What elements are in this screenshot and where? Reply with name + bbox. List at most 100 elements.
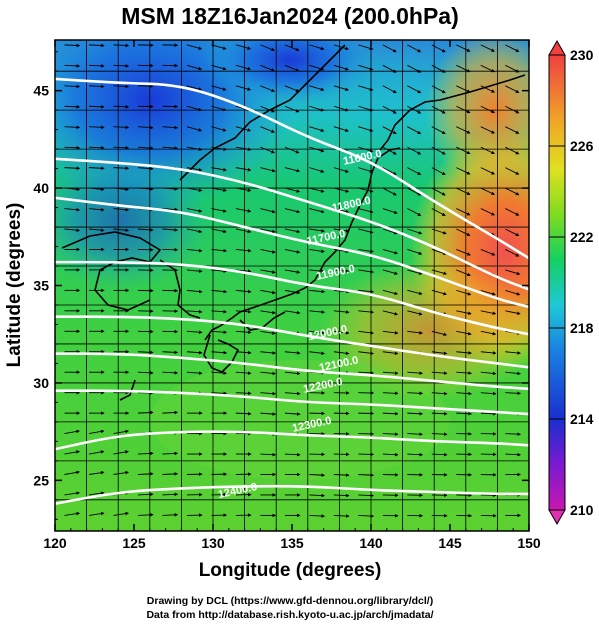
x-axis: 120 125 130 135 140 145 150 <box>43 40 541 551</box>
wind-arrow <box>407 269 423 275</box>
y-tick-label: 35 <box>33 278 49 294</box>
wind-arrow <box>88 491 105 496</box>
wind-arrow <box>235 350 252 355</box>
wind-arrow <box>137 146 154 150</box>
wind-arrow <box>382 105 397 114</box>
wind-arrow <box>382 269 399 275</box>
wind-arrow <box>88 125 105 130</box>
wind-arrow <box>480 351 497 355</box>
wind-arrow <box>505 64 520 73</box>
wind-arrow <box>113 187 130 192</box>
wind-arrow <box>260 208 276 214</box>
wind-arrow <box>505 249 520 257</box>
wind-arrow <box>480 167 496 175</box>
wind-arrow <box>137 492 154 497</box>
wind-arrow <box>186 44 203 50</box>
wind-arrow <box>431 249 447 255</box>
wind-arrow <box>260 391 277 396</box>
wind-arrow <box>358 208 374 214</box>
wind-arrow <box>480 146 496 155</box>
wind-arrow <box>88 450 105 455</box>
wind-vectors <box>64 43 522 518</box>
wind-arrow <box>456 411 473 416</box>
wind-arrow <box>358 310 375 314</box>
wind-arrow <box>235 126 252 132</box>
wind-arrow <box>260 105 275 113</box>
wind-arrow <box>505 391 522 396</box>
wind-arrow <box>162 410 179 415</box>
wind-arrow <box>333 493 350 498</box>
wind-arrow <box>211 208 227 213</box>
wind-arrow <box>431 351 448 356</box>
wind-arrow <box>382 85 397 94</box>
wind-arrow <box>505 371 521 376</box>
wind-arrow <box>456 208 471 216</box>
wind-arrow <box>309 249 325 254</box>
wind-arrow <box>186 289 203 294</box>
wind-arrow <box>186 350 203 355</box>
wind-arrow <box>333 126 349 132</box>
wind-arrow <box>260 249 276 254</box>
wind-arrow <box>431 228 447 235</box>
x-tick-label: 140 <box>359 535 383 551</box>
wind-arrow <box>284 412 301 416</box>
wind-arrow <box>407 44 422 53</box>
wind-arrow <box>284 85 300 92</box>
wind-arrow <box>162 187 179 191</box>
wind-arrow <box>260 412 277 416</box>
wind-arrow <box>358 289 375 294</box>
wind-arrow <box>309 514 326 518</box>
wind-arrow <box>211 309 228 314</box>
wind-arrow <box>407 391 424 396</box>
wind-arrow <box>407 452 424 457</box>
wind-arrow <box>64 429 80 435</box>
wind-arrow <box>480 310 497 315</box>
wind-arrow <box>309 126 325 132</box>
wind-arrow <box>358 269 374 274</box>
wind-arrow <box>309 493 326 498</box>
wind-arrow <box>211 167 227 172</box>
wind-arrow <box>382 187 397 196</box>
wind-arrow <box>358 514 375 518</box>
wind-arrow <box>284 391 301 396</box>
wind-arrow <box>88 43 105 48</box>
colorbar-bottom-cap <box>548 509 566 526</box>
wind-arrow <box>382 146 397 155</box>
wind-arrow <box>137 125 154 130</box>
wind-arrow <box>505 432 522 436</box>
wind-arrow <box>162 125 179 130</box>
wind-arrow <box>211 64 227 71</box>
wind-arrow <box>211 350 228 355</box>
wind-arrow <box>260 146 275 154</box>
wind-arrow <box>64 491 81 496</box>
wind-arrow <box>456 167 471 175</box>
wind-arrow <box>162 350 179 355</box>
wind-arrow <box>382 126 397 135</box>
wind-arrow <box>284 187 301 193</box>
wind-arrow <box>284 208 301 214</box>
wind-arrow <box>505 187 520 196</box>
wind-arrow <box>284 310 301 315</box>
wind-arrow <box>88 84 105 89</box>
wind-arrow <box>382 452 399 457</box>
wind-arrow <box>235 85 252 91</box>
wind-arrow <box>382 44 397 53</box>
wind-arrow <box>113 228 130 232</box>
wind-arrow <box>260 228 276 234</box>
wind-arrow <box>186 228 203 234</box>
contour-line <box>55 315 529 369</box>
wind-arrow <box>358 371 375 375</box>
wind-arrow <box>456 228 471 236</box>
wind-arrow <box>309 64 325 71</box>
wind-arrow <box>260 167 276 173</box>
wind-arrow <box>260 310 276 315</box>
wind-arrow <box>235 391 252 396</box>
wind-arrow <box>162 492 179 497</box>
wind-arrow <box>186 187 203 192</box>
wind-arrow <box>431 432 448 436</box>
wind-arrow <box>505 85 520 93</box>
y-tick-label: 30 <box>33 375 49 391</box>
wind-arrow <box>211 85 227 91</box>
wind-arrow <box>456 391 472 396</box>
wind-arrow <box>235 330 252 334</box>
